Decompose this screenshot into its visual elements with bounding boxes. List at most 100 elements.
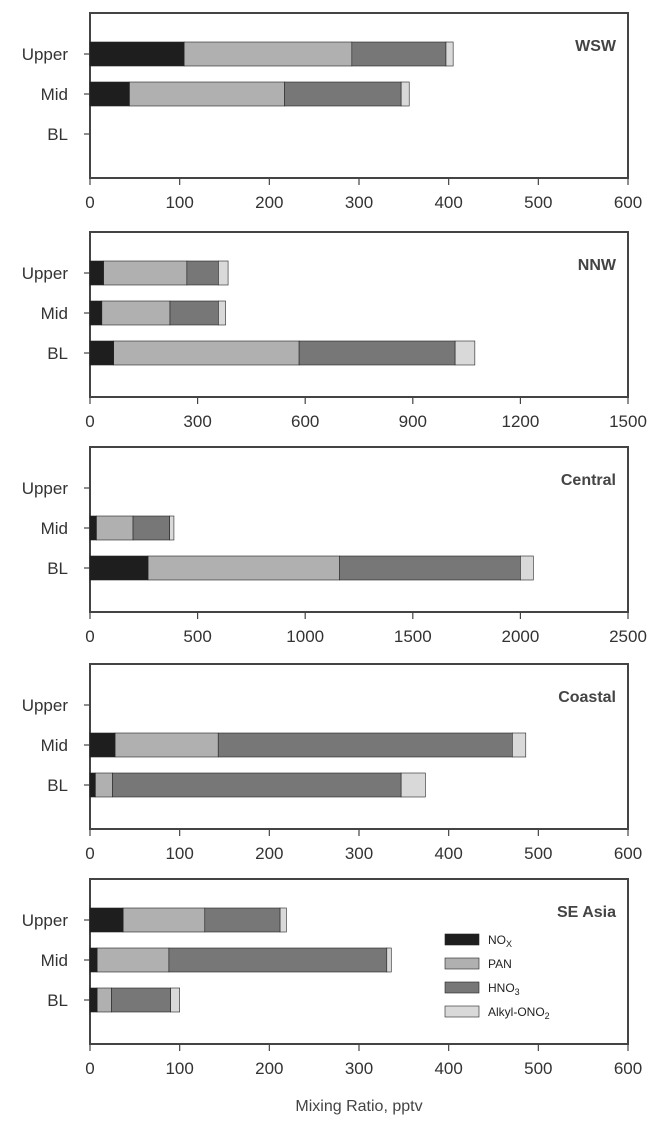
- bar-segment-0-1-0: [89, 81, 130, 107]
- bar-segment-0-0-3: [445, 41, 454, 67]
- legend-label-0: NOX: [488, 933, 512, 949]
- legend-label-subscript-0: X: [506, 939, 512, 949]
- bar-segment-1-0-2: [186, 260, 219, 286]
- x-tick-label-4-4: 400: [434, 1059, 462, 1078]
- bar-segment-1-0-1: [103, 260, 188, 286]
- panel-title-0: WSW: [575, 38, 617, 55]
- bar-segment-4-1-3: [386, 947, 392, 973]
- x-tick-label-0-2: 200: [255, 193, 283, 212]
- bar-segment-0-0-2: [351, 41, 447, 67]
- bar-segment-0-0-0: [89, 41, 185, 67]
- x-axis-label: Mixing Ratio, pptv: [295, 1098, 422, 1115]
- bar-segment-3-2-1: [95, 772, 113, 798]
- legend-label-text-2: HNO: [488, 981, 515, 995]
- legend-label-text-3: Alkyl-ONO: [488, 1005, 545, 1019]
- bar-segment-2-2-0: [89, 555, 149, 581]
- bar-segment-4-1-0: [89, 947, 98, 973]
- bar-segment-1-1-3: [218, 300, 226, 326]
- bar-segment-4-1-2: [168, 947, 388, 973]
- bar-segment-2-2-2: [339, 555, 521, 581]
- x-tick-label-3-2: 200: [255, 844, 283, 863]
- x-tick-label-3-3: 300: [345, 844, 373, 863]
- bar-segment-3-1-0: [89, 732, 116, 758]
- legend-swatch-2: [444, 981, 480, 994]
- x-tick-label-0-3: 300: [345, 193, 373, 212]
- x-tick-label-2-2: 1000: [286, 627, 324, 646]
- bar-segment-3-2-2: [112, 772, 402, 798]
- category-label-4-2: BL: [47, 991, 68, 1010]
- x-tick-label-1-2: 600: [291, 412, 319, 431]
- bar-segment-1-0-3: [218, 260, 229, 286]
- bar-segment-2-1-3: [169, 515, 175, 541]
- legend-label-text-1: PAN: [488, 957, 512, 971]
- panel-title-2: Central: [561, 472, 616, 489]
- category-label-0-2: BL: [47, 125, 68, 144]
- x-tick-label-0-0: 0: [85, 193, 94, 212]
- panel-title-1: NNW: [578, 257, 617, 274]
- category-label-2-0: Upper: [22, 479, 69, 498]
- bar-segment-1-1-0: [89, 300, 103, 326]
- x-tick-label-2-0: 0: [85, 627, 94, 646]
- x-tick-label-3-4: 400: [434, 844, 462, 863]
- x-tick-label-3-1: 100: [165, 844, 193, 863]
- legend-label-text-0: NO: [488, 933, 506, 947]
- x-tick-label-1-0: 0: [85, 412, 94, 431]
- bar-segment-0-1-2: [284, 81, 402, 107]
- bar-segment-4-2-2: [111, 987, 171, 1013]
- category-label-3-1: Mid: [41, 736, 68, 755]
- panel-title-3: Coastal: [558, 689, 616, 706]
- x-tick-label-2-4: 2000: [501, 627, 539, 646]
- x-tick-label-3-5: 500: [524, 844, 552, 863]
- bar-segment-1-2-2: [298, 340, 456, 366]
- category-label-1-1: Mid: [41, 304, 68, 323]
- legend-label-2: HNO3: [488, 981, 520, 997]
- bar-segment-1-1-1: [101, 300, 171, 326]
- bar-segment-0-1-3: [400, 81, 410, 107]
- category-label-0-0: Upper: [22, 45, 69, 64]
- x-tick-label-4-5: 500: [524, 1059, 552, 1078]
- bar-segment-3-1-3: [512, 732, 527, 758]
- bar-segment-1-2-0: [89, 340, 114, 366]
- category-label-1-2: BL: [47, 344, 68, 363]
- bar-segment-4-0-2: [204, 907, 281, 933]
- category-label-3-2: BL: [47, 776, 68, 795]
- x-tick-label-1-4: 1200: [501, 412, 539, 431]
- category-label-2-1: Mid: [41, 519, 68, 538]
- x-tick-label-4-6: 600: [614, 1059, 642, 1078]
- legend-swatch-1: [444, 957, 480, 970]
- bar-segment-1-1-2: [169, 300, 219, 326]
- bar-segment-2-2-1: [147, 555, 340, 581]
- bar-segment-0-0-1: [183, 41, 353, 67]
- category-label-1-0: Upper: [22, 264, 69, 283]
- x-tick-label-1-5: 1500: [609, 412, 647, 431]
- bar-segment-3-1-1: [114, 732, 219, 758]
- legend-label-1: PAN: [488, 957, 512, 971]
- x-tick-label-0-6: 600: [614, 193, 642, 212]
- bar-segment-3-2-3: [400, 772, 426, 798]
- bar-segment-2-2-3: [520, 555, 534, 581]
- bar-segment-2-1-2: [132, 515, 170, 541]
- bar-segment-2-1-1: [96, 515, 134, 541]
- x-tick-label-0-5: 500: [524, 193, 552, 212]
- x-tick-label-4-2: 200: [255, 1059, 283, 1078]
- category-label-4-0: Upper: [22, 911, 69, 930]
- bar-segment-3-1-2: [217, 732, 513, 758]
- legend-label-subscript-3: 2: [545, 1011, 550, 1021]
- x-tick-label-4-0: 0: [85, 1059, 94, 1078]
- x-tick-label-1-3: 900: [399, 412, 427, 431]
- legend-swatch-0: [444, 933, 480, 946]
- x-tick-label-2-1: 500: [183, 627, 211, 646]
- legend-label-3: Alkyl-ONO2: [488, 1005, 550, 1021]
- legend-label-subscript-2: 3: [515, 987, 520, 997]
- bar-segment-0-1-1: [129, 81, 285, 107]
- category-label-0-1: Mid: [41, 85, 68, 104]
- bar-segment-3-2-0: [89, 772, 96, 798]
- bar-segment-1-0-0: [89, 260, 104, 286]
- bar-segment-4-0-1: [122, 907, 206, 933]
- panel-title-4: SE Asia: [557, 904, 616, 921]
- x-tick-label-2-3: 1500: [394, 627, 432, 646]
- bar-segment-2-1-0: [89, 515, 97, 541]
- x-tick-label-4-3: 300: [345, 1059, 373, 1078]
- bar-segment-4-2-0: [89, 987, 98, 1013]
